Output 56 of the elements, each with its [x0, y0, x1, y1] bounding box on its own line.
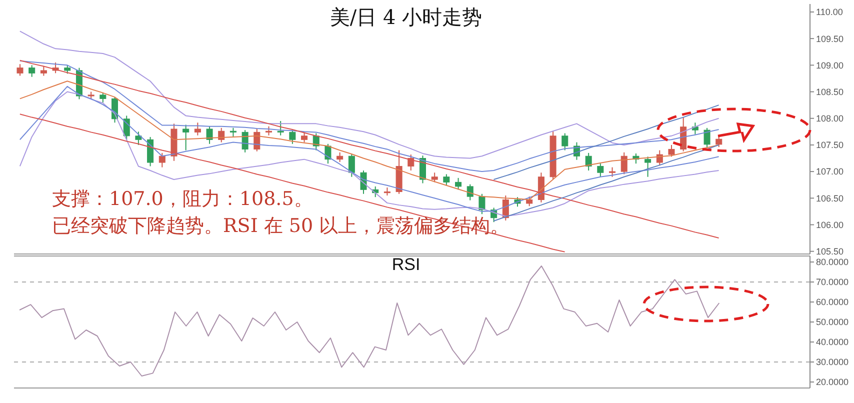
candlestick	[16, 64, 24, 76]
candlestick	[266, 126, 272, 136]
y-tick-label: 60.0000	[816, 297, 849, 308]
candlestick	[466, 184, 474, 201]
line-series	[493, 104, 720, 180]
candlestick	[597, 163, 604, 178]
candlestick	[443, 174, 450, 186]
y-tick-label: 50.0000	[816, 317, 849, 328]
y-tick-label: 107.50	[816, 140, 844, 150]
chart-title: 美/日 4 小时走势	[328, 4, 484, 31]
y-tick-label: 107.00	[816, 166, 844, 177]
candlestick	[704, 127, 710, 149]
candlestick	[277, 120, 284, 136]
candlestick	[158, 152, 166, 168]
y-tick-label: 108.00	[816, 114, 844, 124]
candlestick	[478, 193, 486, 215]
candlestick	[562, 132, 568, 151]
candlestick	[656, 150, 663, 166]
y-tick-label: 105.50	[816, 246, 844, 257]
chart-title: RSI	[390, 255, 422, 275]
y-tick-label: 109.50	[816, 34, 844, 44]
candlestick	[431, 172, 438, 183]
y-tick-label: 40.0000	[816, 337, 849, 348]
y-tick-label: 110.00	[816, 7, 843, 18]
candlestick	[182, 124, 190, 151]
candlestick	[585, 152, 592, 171]
y-tick-label: 80.0000	[816, 257, 849, 268]
candlestick	[206, 126, 213, 144]
candlestick	[301, 132, 308, 143]
candlestick	[40, 66, 47, 76]
annotation: 支撑：107.0，阻力：108.5。	[52, 187, 313, 212]
y-tick-label: 106.50	[816, 193, 844, 204]
line-series	[19, 60, 720, 239]
candlestick	[455, 177, 462, 190]
y-tick-label: 108.50	[816, 86, 844, 97]
line-series	[19, 30, 720, 159]
y-tick-label: 30.0000	[816, 357, 849, 368]
candlestick	[526, 196, 533, 207]
candlestick	[668, 144, 675, 158]
y-tick-label: 20.0000	[816, 377, 849, 388]
candlestick	[135, 131, 142, 146]
candlestick	[620, 152, 628, 175]
candlestick	[289, 130, 296, 144]
candlestick	[348, 154, 355, 178]
y-tick-label: 70.0000	[816, 277, 849, 288]
candlestick	[609, 166, 616, 178]
candlestick	[644, 156, 652, 178]
candlestick	[100, 92, 106, 103]
line-series	[19, 114, 566, 252]
y-tick-label: 106.00	[816, 220, 844, 230]
candlestick	[147, 136, 154, 167]
candlestick	[336, 152, 344, 162]
candlestick	[692, 122, 698, 135]
candlestick	[194, 122, 201, 136]
candlestick	[28, 64, 36, 78]
y-tick-label: 109.00	[816, 60, 844, 70]
